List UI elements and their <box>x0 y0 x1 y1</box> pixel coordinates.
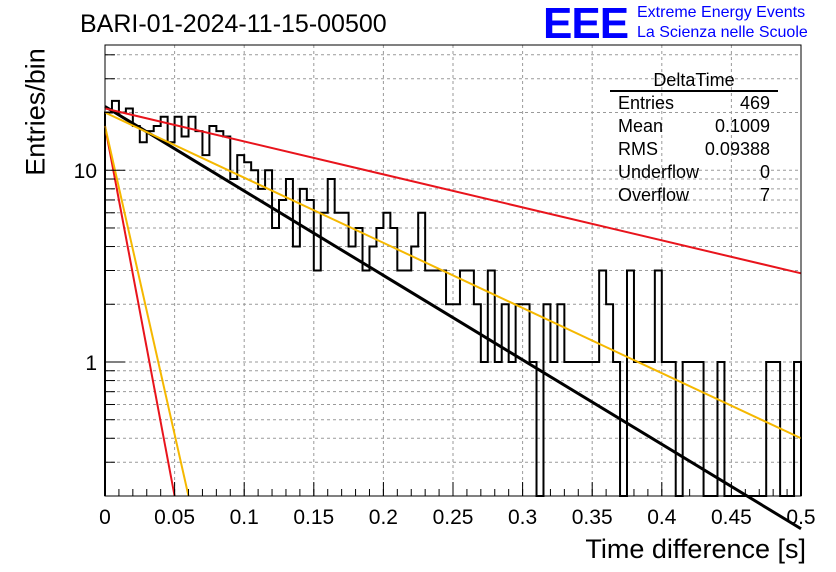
y-tick-label: 1 <box>85 352 97 375</box>
x-tick-label: 0 <box>99 506 111 529</box>
stats-value: 469 <box>739 93 770 113</box>
stats-row: Overflow 7 <box>610 184 778 207</box>
stats-value: 0 <box>759 162 770 182</box>
x-tick-label: 0.25 <box>433 506 474 529</box>
stats-row: RMS 0.09388 <box>610 138 778 161</box>
stats-label: Underflow <box>618 162 700 182</box>
stats-row: Underflow 0 <box>610 161 778 184</box>
stats-label: Overflow <box>618 185 690 205</box>
stats-box: DeltaTime Entries 469 Mean 0.1009 RMS 0.… <box>610 70 778 207</box>
x-tick-label: 0.4 <box>647 506 677 529</box>
stats-label: Entries <box>618 93 675 113</box>
eee-logo: EEE <box>543 0 629 48</box>
y-axis-title: Entries/bin <box>20 48 51 176</box>
red-fit-line <box>104 107 802 275</box>
x-tick-label: 0.1 <box>230 506 259 529</box>
histogram-steps <box>104 99 802 497</box>
plot-grid <box>105 45 801 497</box>
stats-label: RMS <box>618 139 658 159</box>
stats-value: 7 <box>759 185 770 205</box>
fit-curves <box>104 105 802 531</box>
stats-row: Mean 0.1009 <box>610 115 778 138</box>
x-tick-label: 0.2 <box>369 506 398 529</box>
black-fit-line <box>104 105 802 531</box>
x-tick-label: 0.15 <box>293 506 334 529</box>
stats-label: Mean <box>618 116 664 136</box>
plot-title: BARI-01-2024-11-15-00500 <box>80 10 387 38</box>
x-tick-label: 0.45 <box>711 506 752 529</box>
stats-name: DeltaTime <box>610 70 778 92</box>
red-fit-line <box>104 125 176 497</box>
x-tick-labels: 0 0.05 0.1 0.15 0.2 0.25 0.3 0.35 0.4 0.45 0.5 <box>99 506 815 529</box>
stats-row: Entries 469 <box>610 92 778 115</box>
x-tick-label: 0.35 <box>572 506 613 529</box>
y-tick-labels: 1 10 <box>74 160 97 375</box>
x-tick-label: 0.5 <box>786 506 815 529</box>
orange-fit-line <box>104 111 802 440</box>
x-tick-label: 0.05 <box>154 506 195 529</box>
histogram-series <box>104 99 802 497</box>
x-tick-label: 0.3 <box>508 506 537 529</box>
logo-line-1: Extreme Energy Events <box>637 4 806 21</box>
stats-value: 0.09388 <box>704 139 770 159</box>
logo-line-2: La Scienza nelle Scuole <box>637 24 808 41</box>
y-tick-label: 10 <box>74 160 97 183</box>
axis-ticks <box>104 54 802 497</box>
orange-fit-line <box>104 125 190 497</box>
stats-value: 0.1009 <box>714 116 770 136</box>
x-axis-title: Time difference [s] <box>585 534 806 564</box>
